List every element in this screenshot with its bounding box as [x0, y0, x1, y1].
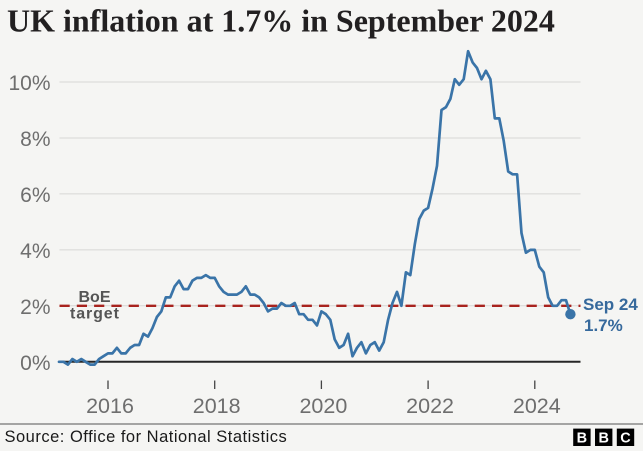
svg-text:1.7%: 1.7%: [584, 316, 623, 335]
svg-text:UK inflation at 1.7% in Septem: UK inflation at 1.7% in September 2024: [7, 3, 555, 39]
svg-text:B: B: [577, 431, 587, 446]
svg-text:2%: 2%: [20, 296, 50, 319]
svg-text:6%: 6%: [20, 184, 50, 207]
svg-text:Sep 24: Sep 24: [583, 295, 638, 314]
svg-text:B: B: [598, 431, 608, 446]
svg-text:10%: 10%: [8, 72, 50, 95]
svg-text:8%: 8%: [20, 128, 50, 151]
svg-text:2024: 2024: [513, 394, 561, 418]
svg-text:2016: 2016: [86, 394, 134, 418]
svg-text:Source: Office for National St: Source: Office for National Statistics: [5, 428, 288, 446]
svg-text:0%: 0%: [20, 352, 50, 375]
svg-text:2018: 2018: [193, 394, 241, 418]
svg-text:4%: 4%: [20, 240, 50, 263]
svg-text:2020: 2020: [299, 394, 347, 418]
svg-text:target: target: [70, 305, 120, 322]
svg-text:BoE: BoE: [79, 289, 111, 306]
svg-text:C: C: [620, 431, 631, 446]
svg-text:2022: 2022: [406, 394, 454, 418]
